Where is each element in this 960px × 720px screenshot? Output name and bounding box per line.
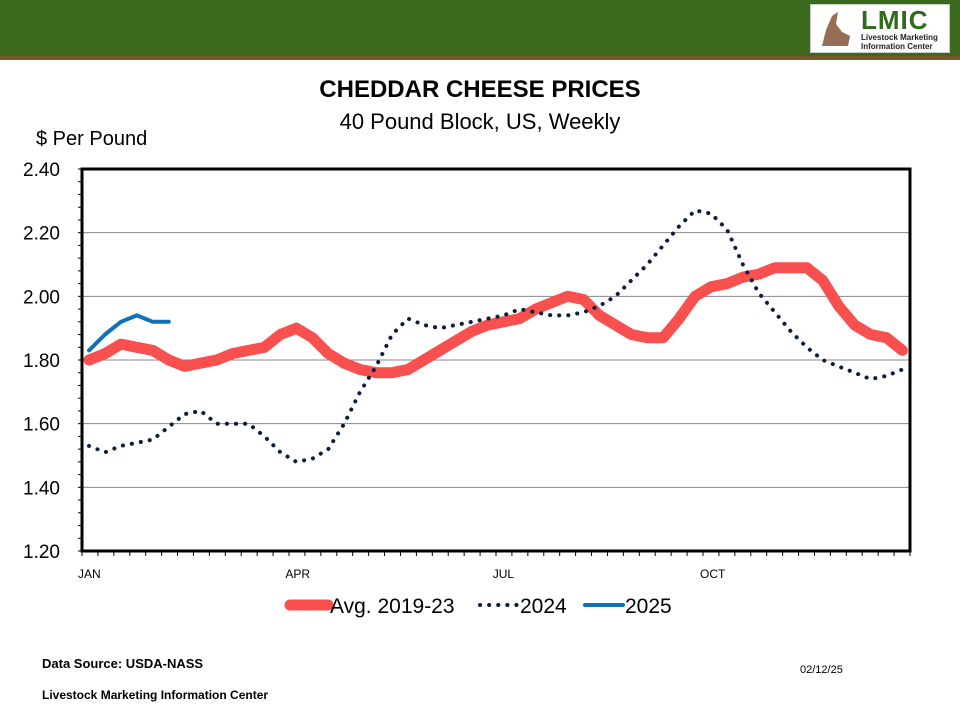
y-tick-label: 1.60 (23, 415, 60, 436)
y-tick-label: 1.80 (23, 351, 60, 372)
legend-label: Avg. 2019-23 (330, 595, 455, 618)
x-tick-label: OCT (700, 567, 726, 581)
x-tick-label: JAN (78, 567, 101, 581)
cattle-logo-icon (822, 12, 850, 46)
y-axis-label: $ Per Pound (36, 128, 148, 150)
series-line-avg-2019-23 (83, 262, 908, 379)
chart-subtitle: 40 Pound Block, US, Weekly (339, 109, 621, 134)
y-tick-label: 2.20 (23, 224, 60, 245)
chart-date: 02/12/25 (800, 664, 843, 676)
x-tick-label: JUL (493, 567, 515, 581)
series-line-2025 (87, 313, 171, 353)
y-tick-label: 2.40 (23, 160, 60, 181)
logo-subtext: Livestock Marketing Information Center (861, 33, 938, 51)
y-tick-label: 1.20 (23, 542, 60, 563)
y-tick-label: 2.00 (23, 287, 60, 308)
legend-label: 2025 (625, 595, 672, 618)
series-line-2024 (87, 208, 905, 464)
organization: Livestock Marketing Information Center (42, 688, 269, 702)
header-bar (0, 0, 960, 56)
header-divider (0, 56, 960, 60)
data-source: Data Source: USDA-NASS (42, 656, 204, 671)
chart-title: CHEDDAR CHEESE PRICES (319, 76, 641, 103)
lmic-logo: LMIC Livestock Marketing Information Cen… (810, 4, 950, 53)
plot-frame (80, 167, 912, 553)
y-tick-label: 1.40 (23, 478, 60, 499)
x-tick-label: APR (285, 567, 310, 581)
logo-text: LMIC (861, 5, 929, 35)
legend-label: 2024 (520, 595, 567, 618)
